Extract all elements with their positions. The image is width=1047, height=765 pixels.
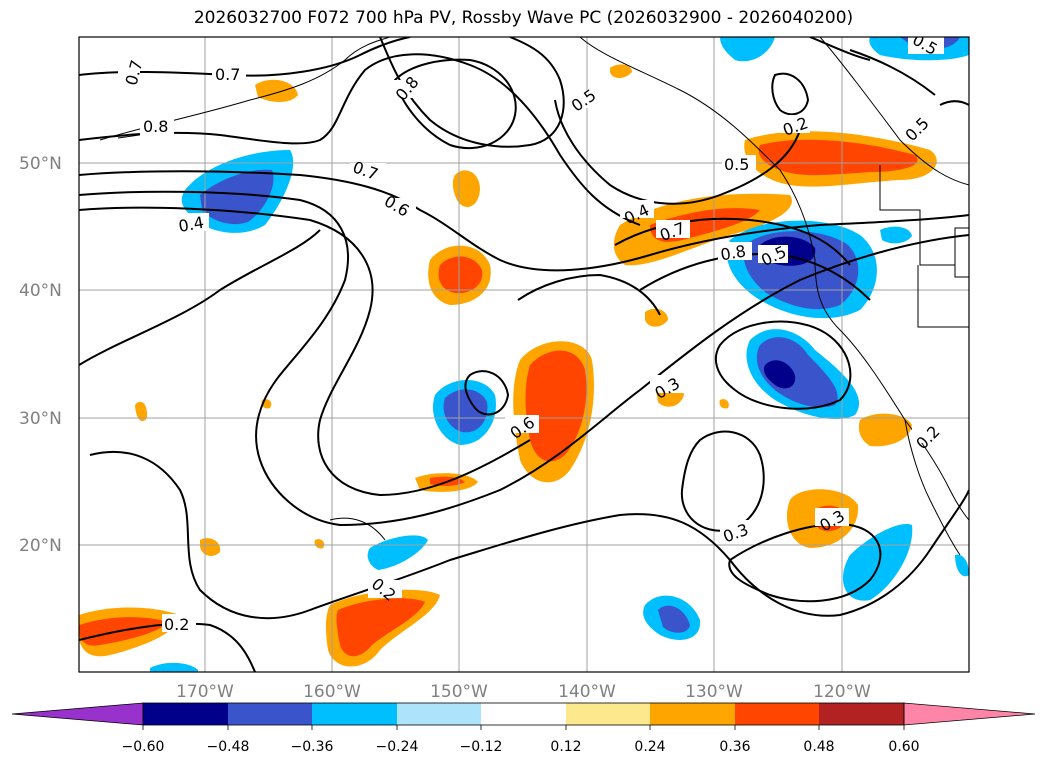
colorbar-tick-label: 0.48 [803, 739, 834, 755]
latitude-labels: 50°N 40°N 30°N 20°N [19, 154, 62, 556]
contour-label: 0.2 [164, 615, 189, 634]
colorbar-tick-label: −0.24 [376, 739, 419, 755]
lon-label: 150°W [430, 682, 488, 702]
lat-label: 50°N [19, 154, 62, 174]
lon-label: 120°W [813, 682, 871, 702]
lon-label: 130°W [685, 682, 743, 702]
lon-label: 170°W [176, 682, 234, 702]
lon-label: 160°W [303, 682, 361, 702]
map-frame [78, 36, 970, 673]
map-area [79, 37, 969, 672]
colorbar-tick-label: 0.24 [634, 739, 665, 755]
colorbar-max-extend [903, 702, 1036, 726]
colorbar-swatch [312, 703, 397, 725]
graticule [79, 37, 969, 672]
colorbar-swatch [566, 703, 650, 725]
contour-label: 0.5 [724, 155, 749, 174]
colorbar-min-extend [11, 702, 144, 726]
colorbar-swatch [228, 703, 312, 725]
colorbar-swatch [143, 703, 228, 725]
colorbar-tick-label: 0.36 [719, 739, 750, 755]
map-title: 2026032700 F072 700 hPa PV, Rossby Wave … [193, 8, 854, 28]
colorbar-swatch [735, 703, 819, 725]
colorbar: −0.60 −0.48 −0.36 −0.24 −0.12 0.12 0.24 … [11, 702, 1036, 755]
contour-label: 0.8 [719, 241, 747, 264]
lat-label: 30°N [19, 409, 62, 429]
lon-label: 140°W [558, 682, 616, 702]
colorbar-swatch [397, 703, 481, 725]
colorbar-tick-label: −0.60 [122, 739, 165, 755]
contour-label: 0.7 [215, 65, 240, 84]
colorbar-swatch [481, 703, 566, 725]
contour-label: 0.4 [177, 213, 205, 236]
colorbar-tick-label: 0.12 [550, 739, 581, 755]
longitude-labels: 170°W 160°W 150°W 140°W 130°W 120°W [176, 682, 871, 702]
colorbar-swatch [650, 703, 735, 725]
colorbar-swatch [819, 703, 904, 725]
lat-label: 20°N [19, 536, 62, 556]
lat-label: 40°N [19, 281, 62, 301]
colorbar-tick-label: 0.60 [888, 739, 919, 755]
colorbar-tick-label: −0.12 [460, 739, 503, 755]
colorbar-tick-label: −0.36 [291, 739, 334, 755]
colorbar-tick-label: −0.48 [207, 739, 250, 755]
contour-label: 0.8 [143, 117, 168, 136]
